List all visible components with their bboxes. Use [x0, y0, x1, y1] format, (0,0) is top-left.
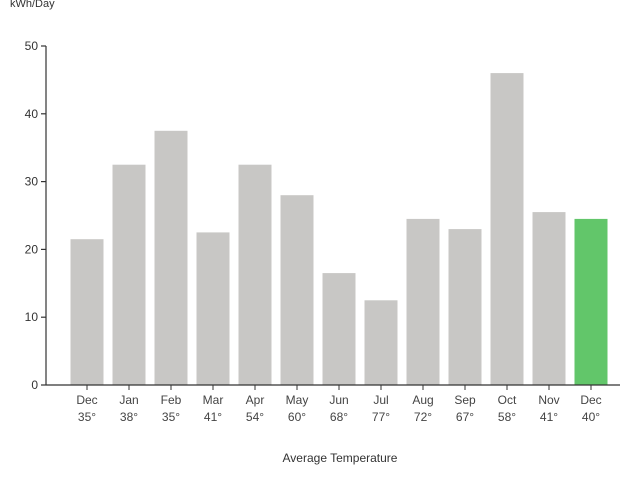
x-tick-label-month-11: Nov	[538, 393, 559, 407]
x-tick-label-month-7: Jul	[373, 393, 388, 407]
bar-jan-1	[112, 164, 146, 385]
bar-dec-0	[70, 239, 104, 385]
bar-jul-7	[364, 300, 398, 386]
bar-may-5	[280, 195, 314, 385]
x-tick-label-temp-0: 35°	[78, 410, 96, 424]
x-tick-label-temp-1: 38°	[120, 410, 138, 424]
x-tick-label-month-9: Sep	[454, 393, 476, 407]
x-tick-label-temp-5: 60°	[288, 410, 306, 424]
x-tick-label-month-3: Mar	[203, 393, 224, 407]
bar-apr-4	[238, 164, 272, 385]
x-tick-label-temp-8: 72°	[414, 410, 432, 424]
x-tick-label-month-6: Jun	[329, 393, 348, 407]
bar-sep-9	[448, 229, 482, 385]
x-tick-label-temp-10: 58°	[498, 410, 516, 424]
x-tick-label-temp-12: 40°	[582, 410, 600, 424]
x-tick-label-month-5: May	[286, 393, 309, 407]
y-tick-label-0: 0	[31, 378, 38, 392]
bar-aug-8	[406, 218, 440, 385]
y-tick-label-40: 40	[25, 107, 39, 121]
x-tick-label-month-10: Oct	[498, 393, 517, 407]
bar-dec-12	[574, 218, 608, 385]
x-tick-label-month-8: Aug	[412, 393, 433, 407]
bar-feb-2	[154, 130, 188, 386]
x-axis: Dec 35° Jan 38° Feb 35° Mar 41° Apr 54° May 60° Jun 6…	[46, 384, 620, 424]
x-tick-label-month-1: Jan	[119, 393, 138, 407]
bar-mar-3	[196, 232, 230, 385]
x-axis-label: Average Temperature	[283, 451, 398, 465]
x-tick-label-temp-6: 68°	[330, 410, 348, 424]
y-tick-label-10: 10	[25, 310, 39, 324]
bar-jun-6	[322, 273, 356, 385]
x-tick-label-month-4: Apr	[246, 393, 265, 407]
bar-nov-11	[532, 212, 566, 385]
x-tick-label-temp-2: 35°	[162, 410, 180, 424]
y-tick-label-20: 20	[25, 242, 39, 256]
x-tick-label-temp-7: 77°	[372, 410, 390, 424]
y-axis-label: kWh/Day	[10, 0, 55, 10]
bars-group	[70, 73, 608, 386]
y-tick-label-50: 50	[25, 39, 39, 53]
x-tick-label-temp-3: 41°	[204, 410, 222, 424]
x-tick-label-temp-4: 54°	[246, 410, 264, 424]
x-tick-label-month-0: Dec	[76, 393, 97, 407]
x-tick-label-temp-11: 41°	[540, 410, 558, 424]
bar-oct-10	[490, 73, 524, 385]
x-tick-label-temp-9: 67°	[456, 410, 474, 424]
x-tick-label-month-2: Feb	[161, 393, 182, 407]
x-tick-label-month-12: Dec	[580, 393, 601, 407]
y-axis: 0 10 20 30 40 50	[25, 39, 47, 392]
y-tick-label-30: 30	[25, 175, 39, 189]
